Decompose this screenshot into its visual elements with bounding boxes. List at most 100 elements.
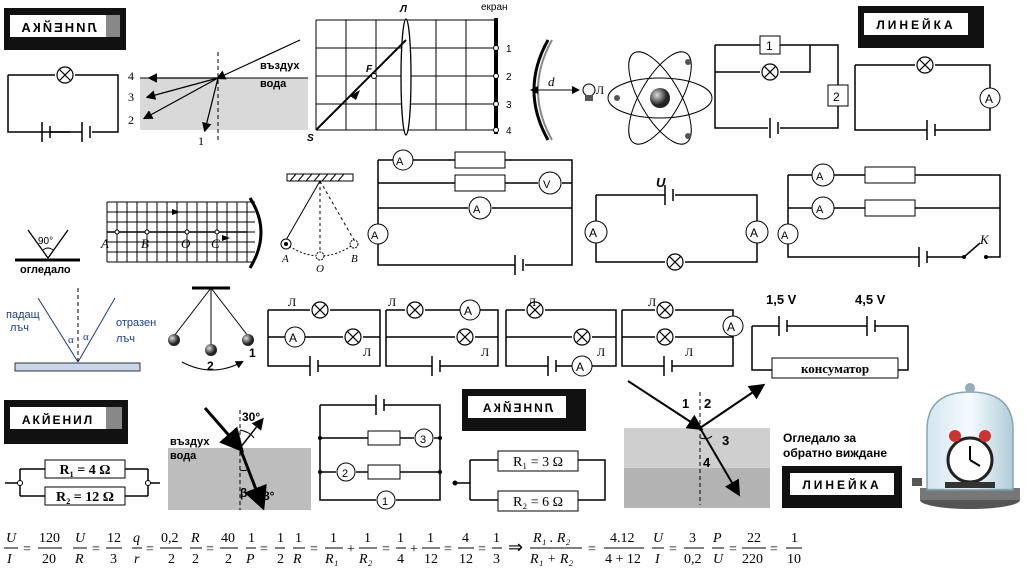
bell-jar-clock [912, 383, 1020, 509]
source-label: S [307, 133, 314, 144]
lamp-2-label: Л [288, 295, 296, 309]
circuit-u-ammeters: U A A [584, 175, 769, 271]
term: q [133, 531, 140, 546]
ruler-text: ЛИНЕЙКА [481, 400, 553, 415]
box-1-label: 1 [766, 39, 773, 53]
term: I [6, 552, 13, 567]
term: 220 [742, 552, 763, 567]
water-label: вода [260, 78, 287, 90]
mirror-reflection-90: 90° огледало [15, 229, 80, 276]
term: 3 [689, 531, 696, 546]
term: ⇒ [508, 537, 523, 557]
pendulum-mark-1: 1 [249, 346, 256, 360]
r2-label: R₂ = 6 Ω [513, 495, 563, 510]
lamp-2-label: Л [648, 295, 656, 309]
lens-grid-diagram: F S Л екран 1 2 3 4 [307, 2, 512, 144]
ammeter-1-label: A [371, 230, 379, 242]
ammeter-label: A [727, 320, 735, 334]
voltmeter-label: V [543, 179, 551, 191]
ammeter-1-label: A [781, 230, 789, 242]
water-label: вода [170, 450, 197, 462]
circuit-lamp-ammeter: A [854, 56, 1001, 140]
angle-90-label: 90° [38, 236, 53, 247]
angle-8-label: 8° [263, 489, 275, 503]
term: 22 [747, 531, 761, 546]
term: = [23, 542, 31, 557]
term: 3 [493, 552, 500, 567]
ruler-text: ЛИНЕЙКА [19, 20, 96, 35]
angle-30-label: 30° [242, 410, 260, 424]
term: 1 [791, 531, 798, 546]
term: 10 [787, 552, 801, 567]
incident-label-2: лъч [10, 322, 29, 334]
ray-mark: 3 [128, 90, 134, 104]
angle-4-label: 4 [703, 455, 711, 470]
angle-2-label: 2 [704, 396, 711, 411]
term: 40 [221, 531, 235, 546]
parallel-resistors-3-6: R₁ = 3 Ω R₂ = 6 Ω [452, 450, 606, 512]
ray-mark: 4 [128, 69, 134, 83]
term: R₂ [358, 552, 373, 567]
angle-3-label: 3 [722, 433, 729, 448]
term: 120 [39, 531, 60, 546]
screen-mark: 3 [506, 100, 512, 111]
grid-points-diagram: A B O C [100, 197, 263, 269]
pendulum-point-a: A [281, 253, 289, 265]
reflected-label-2: лъч [116, 333, 135, 345]
ammeter-label: A [985, 92, 993, 106]
angle-1-label: 1 [682, 396, 689, 411]
term: + [347, 542, 355, 557]
term: P [712, 531, 722, 546]
point-c-label: C [211, 236, 220, 251]
ammeter-label: A [576, 360, 584, 374]
ammeter-2-label: A [473, 204, 481, 216]
ruler-label-mirrored: ЛИНЕЙКА [4, 8, 126, 50]
term: = [310, 542, 318, 557]
rear-mirror-line1: Огледало за [783, 431, 856, 445]
term: 1 [397, 531, 404, 546]
screen-label: екран [481, 2, 508, 13]
term: + [410, 542, 418, 557]
ruler-label-akienil: АКЙЕНИЛ [4, 400, 128, 444]
term: U [75, 531, 86, 546]
term: 12 [107, 531, 121, 546]
focus-label: F [366, 64, 373, 75]
term: R₁ . R₂ [532, 531, 570, 546]
ammeter-2-label: A [816, 204, 824, 216]
rear-mirror-line2: обратно виждане [783, 446, 887, 460]
term: R [74, 552, 84, 567]
circuit-boxes-1-2: 1 2 [714, 35, 849, 138]
term: U [713, 552, 724, 567]
term: 1 [295, 531, 302, 546]
incident-label: падащ [6, 309, 40, 321]
term: 4 + 12 [605, 552, 641, 567]
ray-mark: 1 [198, 134, 204, 148]
term: 1 [493, 531, 500, 546]
term: r [134, 552, 140, 567]
term: 0,2 [161, 531, 179, 546]
lamp-2-label: Л [388, 295, 396, 309]
screen-mark: 2 [506, 72, 512, 83]
term: R₁ [324, 552, 338, 567]
air-label: въздух [260, 60, 300, 72]
term: = [92, 542, 100, 557]
ammeter-label: A [464, 304, 472, 318]
term: 4 [397, 552, 404, 567]
voltage-4-5-label: 4,5 V [855, 292, 886, 307]
ruler-text: ЛИНЕЙКА [802, 477, 881, 492]
ball-pendulum-diagram: 2 1 [168, 286, 256, 373]
rear-mirror-caption: Огледало за обратно виждане [783, 431, 887, 460]
term: R [292, 552, 302, 567]
term: = [206, 542, 214, 557]
ruler-text: ЛИНЕЙКА [876, 17, 955, 32]
term: I [654, 552, 661, 567]
lamp-1-label: Л [597, 345, 605, 359]
atom-diagram [607, 51, 713, 145]
refraction-angle-diagram: 30° 8° β въздух вода [168, 407, 311, 511]
term: R [190, 531, 200, 546]
lamp-1-label: Л [363, 345, 371, 359]
term: 2 [277, 552, 284, 567]
term: 12 [424, 552, 438, 567]
small-circuit-3: A Л Л [505, 295, 617, 377]
